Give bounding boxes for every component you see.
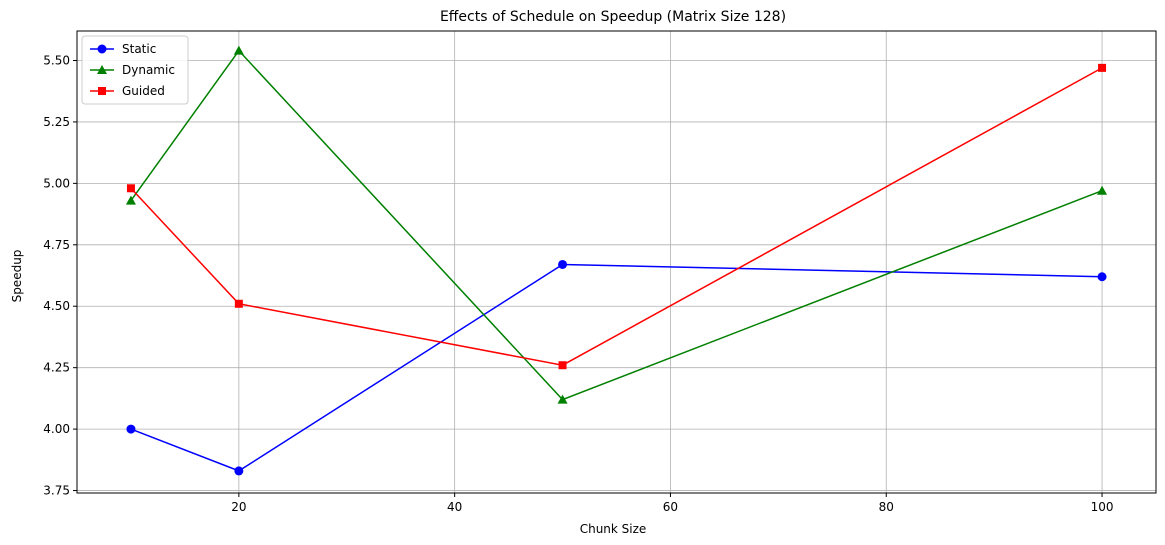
- x-axis-label: Chunk Size: [580, 522, 647, 536]
- legend-item-guided: Guided: [90, 84, 165, 98]
- series-line-dynamic: [130, 49, 1103, 401]
- series-line-static: [130, 263, 1103, 472]
- y-tick-label: 5.00: [43, 176, 70, 190]
- data-point-static: [558, 259, 568, 269]
- legend-item-static: Static: [90, 42, 156, 56]
- legend-label-static: Static: [122, 42, 156, 56]
- x-tick-label: 20: [231, 500, 246, 514]
- x-tick-label: 40: [447, 500, 462, 514]
- data-point-dynamic: [1097, 185, 1108, 195]
- x-tick-label: 80: [879, 500, 894, 514]
- series-line-guided: [130, 67, 1103, 366]
- data-point-dynamic: [557, 394, 568, 404]
- data-point-guided: [234, 299, 243, 308]
- y-tick-label: 5.50: [43, 53, 70, 67]
- y-tick-label: 3.75: [43, 484, 70, 498]
- legend-box: [81, 35, 189, 105]
- legend-marker-dynamic: [97, 65, 107, 74]
- data-point-dynamic: [125, 195, 136, 205]
- data-point-static: [126, 424, 136, 434]
- y-tick-label: 4.00: [43, 422, 70, 436]
- series-dynamic: [125, 45, 1108, 404]
- legend: Static Dynamic Guided: [81, 35, 189, 105]
- x-tick-label: 60: [663, 500, 678, 514]
- y-tick-label: 4.50: [43, 299, 70, 313]
- plot-frame: [76, 30, 1157, 494]
- x-tick-label: 100: [1091, 500, 1114, 514]
- legend-item-dynamic: Dynamic: [90, 63, 175, 77]
- ticks: 20 40 60 80 100 3.75 4.00 4.25 4.50 4.75 5.00 5.25 5…: [43, 53, 1113, 514]
- series-layer: [125, 45, 1108, 476]
- legend-marker-static: [97, 44, 107, 54]
- y-tick-label: 5.25: [43, 115, 70, 129]
- data-point-static: [1097, 272, 1107, 282]
- data-point-guided: [1098, 63, 1107, 72]
- y-tick-label: 4.25: [43, 361, 70, 375]
- y-tick-label: 4.75: [43, 238, 70, 252]
- legend-marker-guided: [98, 87, 106, 95]
- legend-label-guided: Guided: [122, 84, 165, 98]
- grid: [77, 31, 1156, 493]
- chart-title: Effects of Schedule on Speedup (Matrix S…: [440, 9, 786, 25]
- data-point-guided: [558, 361, 567, 370]
- series-guided: [126, 63, 1107, 370]
- data-point-static: [234, 466, 244, 476]
- data-point-guided: [126, 184, 135, 193]
- y-axis-label: Speedup: [10, 250, 24, 303]
- data-point-dynamic: [233, 45, 244, 55]
- series-static: [126, 259, 1107, 476]
- legend-label-dynamic: Dynamic: [122, 63, 175, 77]
